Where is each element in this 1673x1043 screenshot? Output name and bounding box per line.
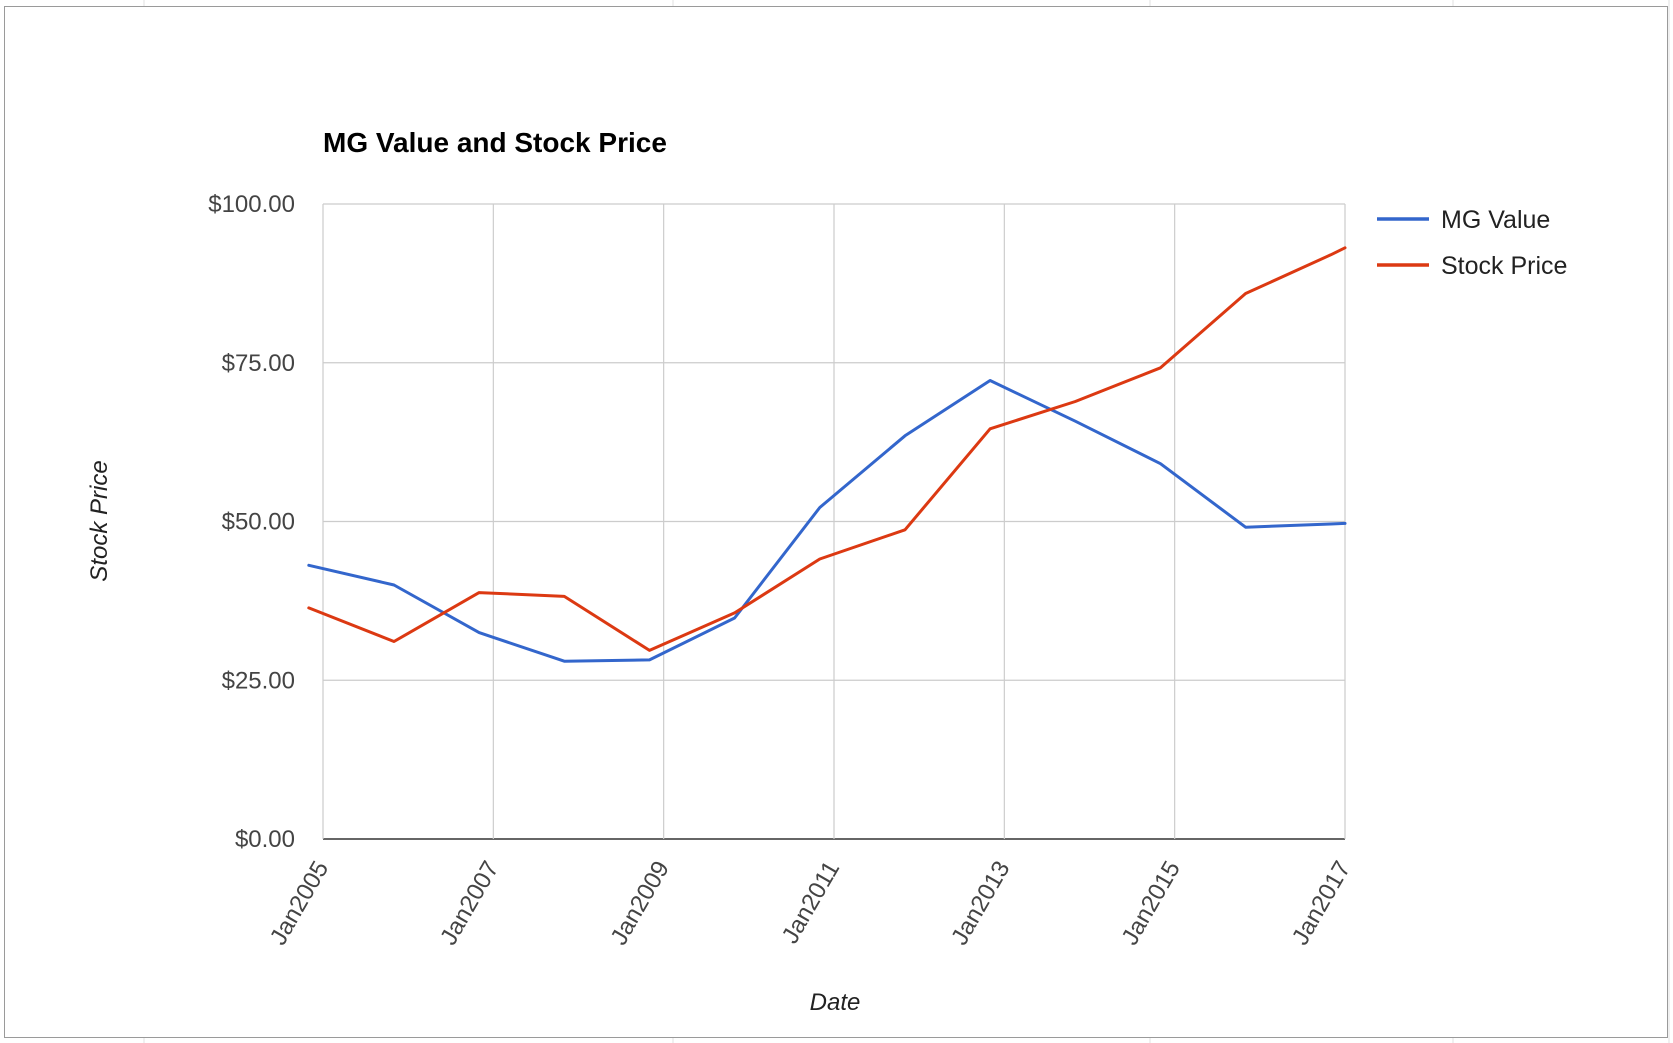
legend: MG Value Stock Price (1377, 206, 1567, 280)
series-lines (307, 246, 1347, 663)
y-tick-label: $25.00 (222, 667, 295, 694)
legend-label: MG Value (1441, 206, 1550, 234)
y-axis-ticks: $0.00 $25.00 $50.00 $75.00 $100.00 (208, 191, 295, 853)
chart-title: MG Value and Stock Price (323, 127, 667, 158)
series-line-stock-price (307, 246, 1347, 652)
y-tick-label: $50.00 (222, 509, 295, 536)
plot-grid (322, 203, 1346, 840)
x-axis-title: Date (810, 989, 861, 1016)
series-line-mg-value (307, 379, 1347, 663)
y-tick-label: $100.00 (208, 191, 295, 218)
legend-label: Stock Price (1441, 252, 1567, 280)
y-axis-title: Stock Price (86, 460, 113, 581)
y-tick-label: $75.00 (222, 350, 295, 377)
y-tick-label: $0.00 (235, 826, 295, 853)
